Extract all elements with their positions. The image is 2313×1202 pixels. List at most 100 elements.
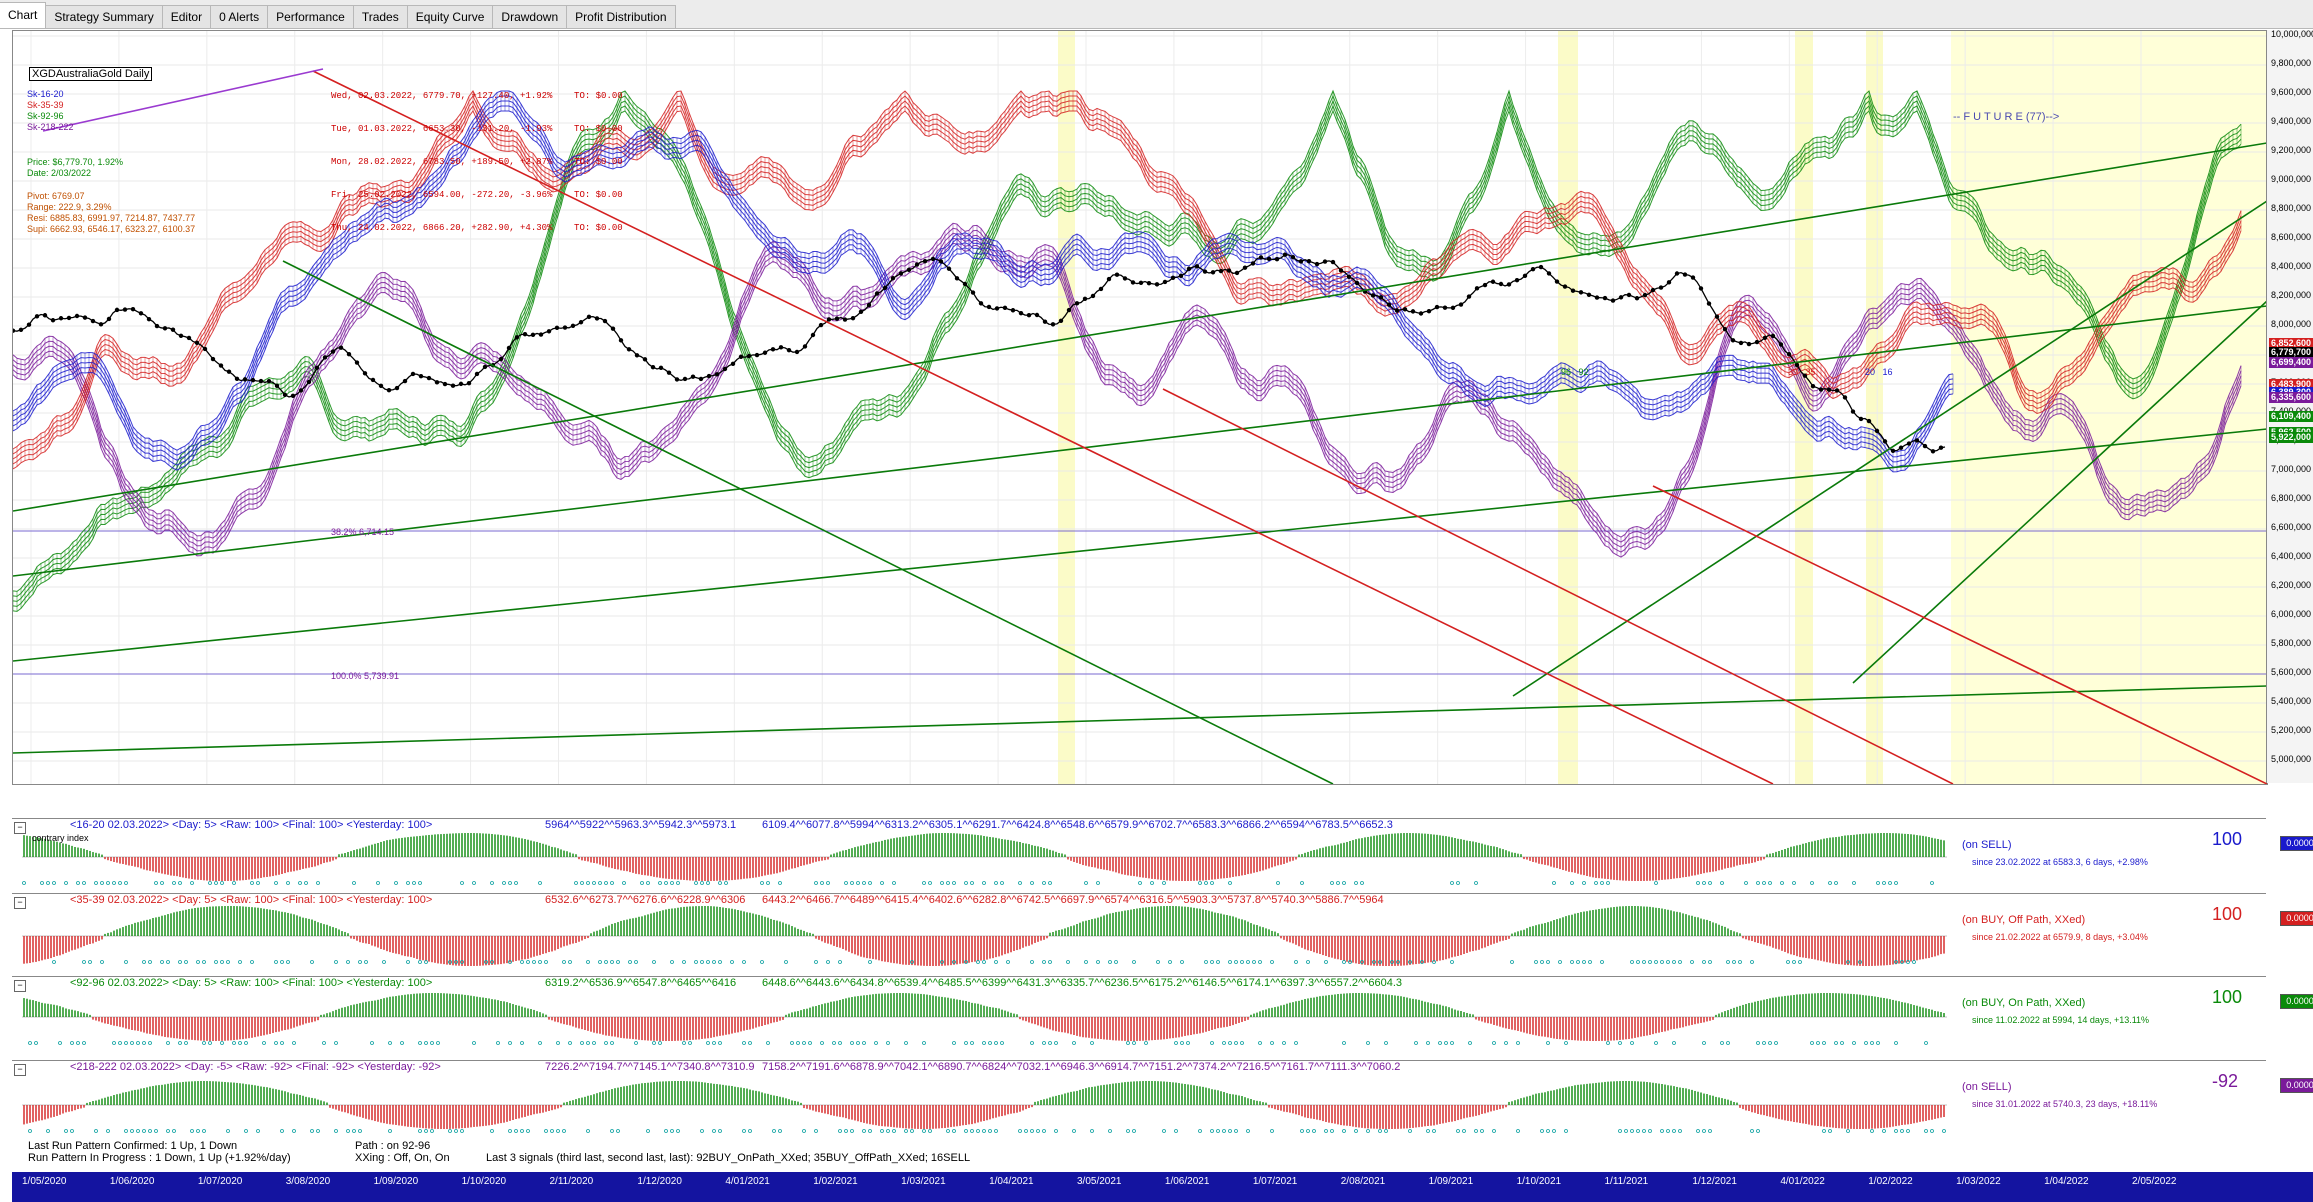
price-dot	[1842, 395, 1848, 400]
tab-performance[interactable]: Performance	[267, 5, 354, 28]
trend-line	[13, 428, 2267, 662]
histogram-svg	[22, 906, 1947, 966]
price-dot	[74, 313, 80, 319]
tab-drawdown[interactable]: Drawdown	[492, 5, 568, 28]
signal-dot	[472, 881, 476, 885]
collapse-icon[interactable]: −	[14, 897, 26, 909]
price-line	[13, 254, 1946, 452]
signal-dot	[682, 960, 686, 964]
signal-dot	[1762, 1041, 1766, 1045]
signal-dot	[418, 881, 422, 885]
price-dot	[962, 281, 968, 287]
signal-dot	[322, 1041, 326, 1045]
tab-strategy-summary[interactable]: Strategy Summary	[45, 5, 163, 28]
price-dot	[338, 345, 344, 350]
signal-dot	[760, 960, 764, 964]
y-tick-label: 8,400,000	[2271, 261, 2312, 271]
signal-dot	[610, 881, 614, 885]
signal-dot	[1504, 1041, 1508, 1045]
tab-chart[interactable]: Chart	[0, 2, 47, 28]
signal-dot	[1132, 1041, 1136, 1045]
price-dot	[306, 379, 312, 385]
signal-dot	[1570, 960, 1574, 964]
signal-dot	[1342, 960, 1346, 964]
price-dot	[530, 332, 536, 338]
signal-dot	[1888, 881, 1892, 885]
cycle-band	[1866, 31, 1883, 784]
tab-equity-curve[interactable]: Equity Curve	[406, 5, 494, 28]
cycle-band	[1558, 31, 1578, 784]
price-dot	[1042, 319, 1048, 324]
price-dot	[738, 354, 744, 359]
signal-dot	[142, 1041, 146, 1045]
price-dot	[1514, 277, 1520, 283]
price-dot	[58, 316, 64, 321]
price-dot	[842, 317, 848, 322]
signal-dot	[886, 1041, 890, 1045]
tab-0-alerts[interactable]: 0 Alerts	[210, 5, 269, 28]
tab-profit-distribution[interactable]: Profit Distribution	[566, 5, 676, 28]
indicator-panel[interactable]: <35-39 02.03.2022> <Day: 5> <Raw: 100> <…	[12, 893, 2313, 974]
signal-dot	[1654, 960, 1658, 964]
signal-dot	[1744, 881, 1748, 885]
signal-dot	[1900, 960, 1904, 964]
signal-dot	[538, 1041, 542, 1045]
price-dot	[1442, 305, 1448, 310]
collapse-icon[interactable]: −	[14, 822, 26, 834]
signal-dot	[706, 960, 710, 964]
price-dot	[730, 361, 736, 367]
signal-dot	[1834, 881, 1838, 885]
signal-dot	[1354, 881, 1358, 885]
signal-dot	[1852, 1041, 1856, 1045]
legend-item: Sk-218-222	[27, 122, 74, 132]
signal-dot	[1132, 960, 1136, 964]
pivot-info: Pivot: 6769.07 Range: 222.9, 3.29% Resi:…	[27, 191, 195, 235]
signal-dot	[1294, 960, 1298, 964]
signal-dot	[562, 960, 566, 964]
signal-dot	[760, 881, 764, 885]
signal-dot	[1468, 1041, 1472, 1045]
signal-dot	[1420, 960, 1424, 964]
signal-dot	[586, 1041, 590, 1045]
signal-dot	[1846, 960, 1850, 964]
signal-dot	[634, 960, 638, 964]
signal-dot	[106, 881, 110, 885]
signal-dot	[1144, 1041, 1148, 1045]
price-chart[interactable]: XGDAustraliaGold Daily Sk-16-20 Sk-35-39…	[12, 30, 2268, 785]
price-dot	[698, 376, 704, 382]
indicator-panel[interactable]: <218-222 02.03.2022> <Day: -5> <Raw: -92…	[12, 1060, 2313, 1139]
signal-dot	[1066, 960, 1070, 964]
price-dot	[1418, 311, 1424, 316]
signal-dot	[1708, 960, 1712, 964]
price-dot	[1858, 416, 1864, 422]
price-dot	[1522, 273, 1528, 279]
signal-dot	[538, 881, 542, 885]
indicator-panel[interactable]: <16-20 02.03.2022> <Day: 5> <Raw: 100> <…	[12, 818, 2313, 899]
price-dot	[1818, 387, 1824, 392]
tab-editor[interactable]: Editor	[161, 5, 212, 28]
collapse-icon[interactable]: −	[14, 980, 26, 992]
indicator-panel[interactable]: <92-96 02.03.2022> <Day: 5> <Raw: 100> <…	[12, 976, 2313, 1057]
signal-dot	[1828, 881, 1832, 885]
signal-dot	[58, 1041, 62, 1045]
green-ribbon	[13, 104, 2242, 607]
tab-trades[interactable]: Trades	[352, 5, 408, 28]
signal-dot	[1912, 960, 1916, 964]
signal-dot	[1168, 960, 1172, 964]
price-dot	[1434, 304, 1440, 310]
price-dot	[850, 315, 856, 321]
signal-dot	[1372, 960, 1376, 964]
price-dot	[1242, 265, 1248, 270]
price-dot	[274, 383, 280, 389]
signal-dot	[1792, 881, 1796, 885]
signal-dot	[1672, 960, 1676, 964]
price-tag: 6,483,900	[2269, 379, 2313, 390]
signal-dot	[514, 881, 518, 885]
price-dot	[1930, 449, 1936, 454]
price-dot	[1090, 293, 1096, 299]
price-chart-svg[interactable]	[13, 31, 2267, 784]
signal-dot	[1270, 960, 1274, 964]
signal-dot	[1600, 960, 1604, 964]
signal-dot	[688, 1041, 692, 1045]
purple-ribbon	[13, 222, 2242, 538]
